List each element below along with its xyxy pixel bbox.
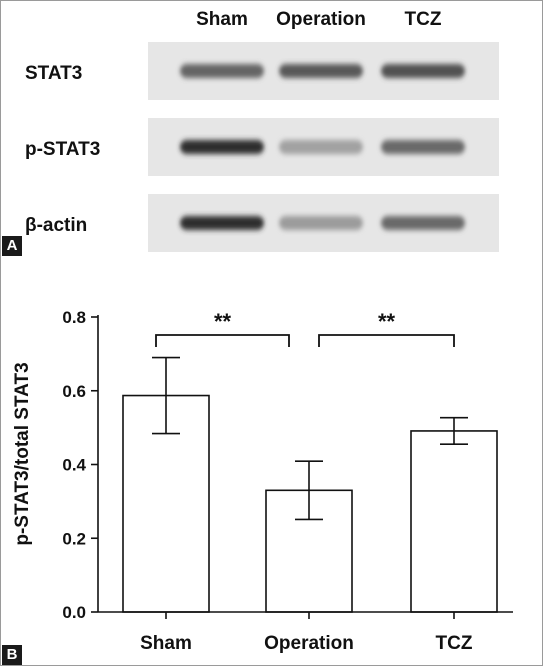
blot-row: p-STAT3	[25, 118, 499, 176]
western-blot-panel: Sham Operation TCZ STAT3 p-STAT3 β-actin	[25, 9, 499, 252]
blot-row-label: STAT3	[25, 63, 82, 84]
error-bar	[152, 356, 180, 435]
blot-row: STAT3	[25, 42, 499, 100]
blot-band	[180, 140, 264, 154]
blot-band	[279, 216, 363, 230]
y-tick-label: 0.0	[62, 603, 86, 622]
significance-label: **	[214, 309, 232, 334]
x-tick-label: TCZ	[436, 633, 473, 654]
error-bar	[295, 460, 323, 521]
significance-bracket: **	[318, 309, 455, 347]
y-tick-label: 0.2	[62, 529, 86, 548]
blot-band	[279, 140, 363, 154]
x-tick-label: Operation	[264, 633, 354, 654]
lane-label-tcz: TCZ	[405, 9, 442, 30]
x-tick-label: Sham	[140, 633, 192, 654]
bar-tcz	[410, 430, 498, 613]
blot-band	[180, 216, 264, 230]
y-tick-label: 0.4	[62, 456, 86, 475]
y-tick-label: 0.6	[62, 382, 86, 401]
blot-band	[381, 64, 465, 78]
blot-row-label: β-actin	[25, 215, 87, 236]
panel-letter-b: B	[2, 645, 22, 665]
lane-label-sham: Sham	[196, 9, 248, 30]
significance-label: **	[378, 309, 396, 334]
lane-label-operation: Operation	[276, 9, 366, 30]
significance-bracket: **	[155, 309, 290, 347]
bar-chart: 0.0 0.2 0.4 0.6 0.8 Sham Operation TCZ ** ** p-…	[12, 308, 513, 654]
blot-row: β-actin	[25, 194, 499, 252]
panel-letter-a: A	[2, 236, 22, 256]
blot-band	[381, 140, 465, 154]
blot-band	[279, 64, 363, 78]
blot-row-label: p-STAT3	[25, 139, 100, 160]
blot-band	[180, 64, 264, 78]
y-tick-label: 0.8	[62, 308, 86, 327]
error-bar	[440, 416, 468, 446]
y-axis-label: p-STAT3/total STAT3	[12, 362, 33, 545]
blot-band	[381, 216, 465, 230]
